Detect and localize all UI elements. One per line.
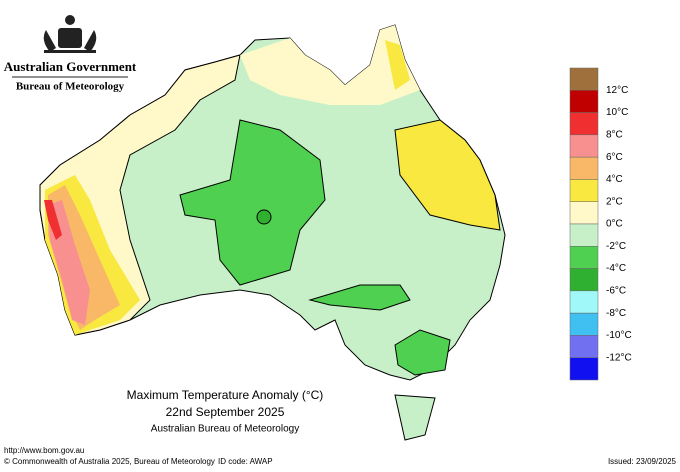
- legend-swatch: [569, 112, 599, 136]
- legend-label: 8°C: [606, 129, 623, 140]
- australia-map: [39, 24, 506, 441]
- legend-label: -4°C: [606, 263, 626, 274]
- legend-label: 2°C: [606, 196, 623, 207]
- map-source: Australian Bureau of Meteorology: [151, 424, 299, 435]
- footer-id: ID code: AWAP: [218, 457, 273, 466]
- legend-swatch: [569, 223, 599, 247]
- legend-swatch: [569, 201, 599, 225]
- footer-issued: Issued: 23/09/2025: [608, 457, 677, 466]
- legend-label: 6°C: [606, 152, 623, 163]
- legend-swatch: [569, 134, 599, 158]
- legend-swatch: [569, 90, 599, 113]
- footer-copyright: © Commonwealth of Australia 2025, Bureau…: [4, 457, 215, 466]
- legend-swatch: [569, 246, 599, 269]
- header-subtitle: Bureau of Meteorology: [16, 81, 125, 93]
- legend-swatch: [569, 179, 599, 202]
- legend-swatch: [569, 67, 599, 91]
- footer-url: http://www.bom.gov.au: [4, 446, 84, 455]
- legend-label: -8°C: [606, 308, 626, 319]
- legend-label: 10°C: [606, 107, 628, 118]
- map-title: Maximum Temperature Anomaly (°C): [127, 388, 324, 402]
- legend: 12°C 10°C 8°C 6°C 4°C 2°C 0°C -2°C -4°C -6°C -8°C -…: [569, 67, 632, 381]
- legend-label: 4°C: [606, 174, 623, 185]
- legend-swatch: [569, 268, 599, 292]
- header-title: Australian Government: [4, 59, 137, 74]
- legend-label: -12°C: [606, 352, 632, 363]
- legend-swatch: [569, 290, 599, 314]
- legend-swatch: [569, 312, 599, 336]
- coat-of-arms: [43, 15, 97, 53]
- legend-label: -6°C: [606, 285, 626, 296]
- legend-swatch: [569, 335, 599, 358]
- legend-label: -2°C: [606, 241, 626, 252]
- legend-swatch: [569, 357, 599, 381]
- legend-swatch: [569, 156, 599, 180]
- map-date: 22nd September 2025: [166, 405, 285, 419]
- legend-label: 0°C: [606, 219, 623, 230]
- legend-label: 12°C: [606, 85, 628, 96]
- legend-label: -10°C: [606, 330, 632, 341]
